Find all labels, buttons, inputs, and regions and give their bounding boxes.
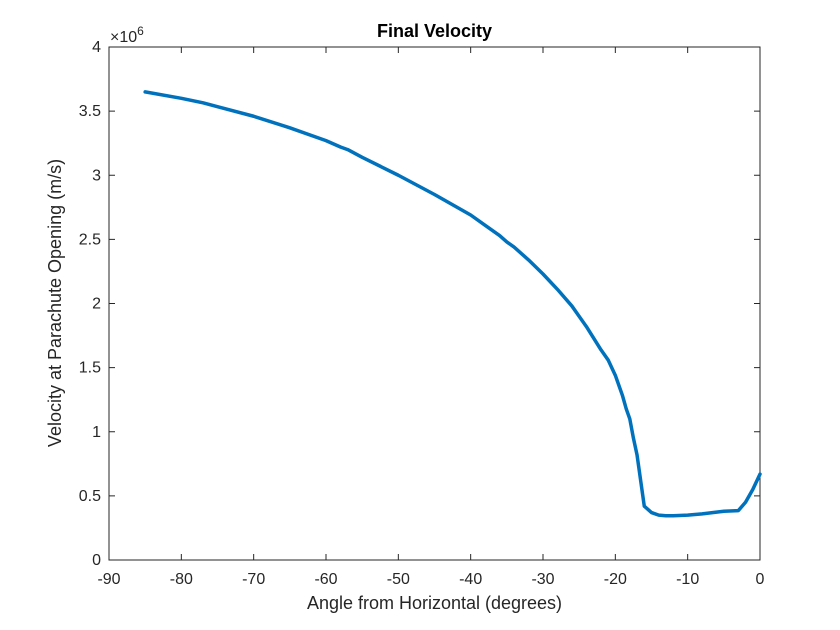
x-tick-label: -50 [387,571,410,588]
y-multiplier-base: ×10 [110,29,137,46]
y-tick-label: 1.5 [79,360,101,377]
chart-title: Final Velocity [377,21,492,41]
x-tick-label: -60 [314,571,337,588]
x-tick-label: -30 [531,571,554,588]
y-axis-label: Velocity at Parachute Opening (m/s) [45,159,65,447]
y-multiplier-exponent: 6 [137,24,144,38]
y-tick-label: 2 [92,296,101,313]
y-tick-label: 2.5 [79,231,101,248]
plot-area [108,46,761,561]
x-tick-label: -10 [676,571,699,588]
x-tick-labels: -90 -80 -70 -60 -50 -40 -30 -20 -10 0 [97,571,764,588]
x-tick-label: -70 [242,571,265,588]
y-tick-label: 4 [92,39,101,56]
y-tick-label: 0 [92,552,101,569]
y-axis-multiplier: ×106 [110,24,144,46]
x-axis-label: Angle from Horizontal (degrees) [307,593,562,613]
x-tick-label: 0 [756,571,765,588]
y-tick-label: 0.5 [79,488,101,505]
x-tick-label: -90 [97,571,120,588]
x-tick-label: -20 [604,571,627,588]
x-tick-label: -80 [170,571,193,588]
y-tick-label: 3.5 [79,103,101,120]
series-line [143,90,762,518]
x-tick-label: -40 [459,571,482,588]
y-tick-labels: 0 0.5 1 1.5 2 2.5 3 3.5 4 [79,39,101,569]
y-tick-label: 1 [92,424,101,441]
y-tick-label: 3 [92,167,101,184]
axis-ticks [108,46,761,561]
